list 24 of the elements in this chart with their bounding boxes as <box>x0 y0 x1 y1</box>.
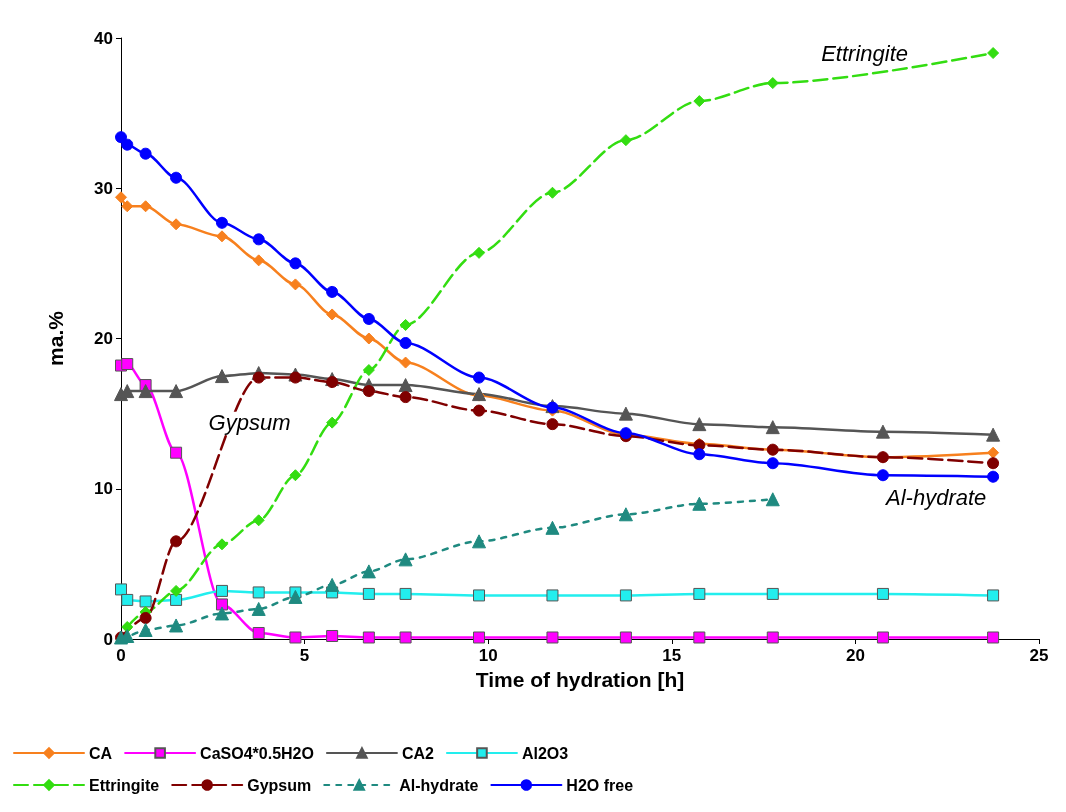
x-tick-label: 0 <box>116 646 126 665</box>
legend-label: CaSO4*0.5H2O <box>200 744 314 762</box>
x-axis-title: Time of hydration [h] <box>475 668 685 691</box>
annotation: Al-hydrate <box>884 485 987 511</box>
annotation: Gypsum <box>208 410 291 436</box>
x-tick-label: 20 <box>845 646 865 665</box>
y-tick-label: 40 <box>94 28 113 48</box>
legend-label: CA2 <box>401 744 435 762</box>
x-tick-label: 15 <box>662 646 682 665</box>
y-tick-label: 0 <box>103 629 113 649</box>
legend-label: H2O free <box>566 776 634 794</box>
legend-label: Ettringite <box>89 776 160 794</box>
x-tick-label: 25 <box>1029 646 1049 665</box>
annotation: Ettringite <box>821 40 908 66</box>
y-tick-label: 10 <box>94 479 113 499</box>
legend-label: Al-hydrate <box>399 776 479 794</box>
y-tick-label: 30 <box>94 178 113 198</box>
y-axis-title: ma.% <box>44 310 67 366</box>
legend-label: Al2O3 <box>521 744 569 762</box>
legend-label: CA <box>89 744 113 762</box>
x-tick-label: 10 <box>478 646 498 665</box>
y-tick-label: 20 <box>94 329 113 348</box>
legend-label: Gypsum <box>247 776 312 794</box>
x-tick-label: 5 <box>299 646 310 665</box>
